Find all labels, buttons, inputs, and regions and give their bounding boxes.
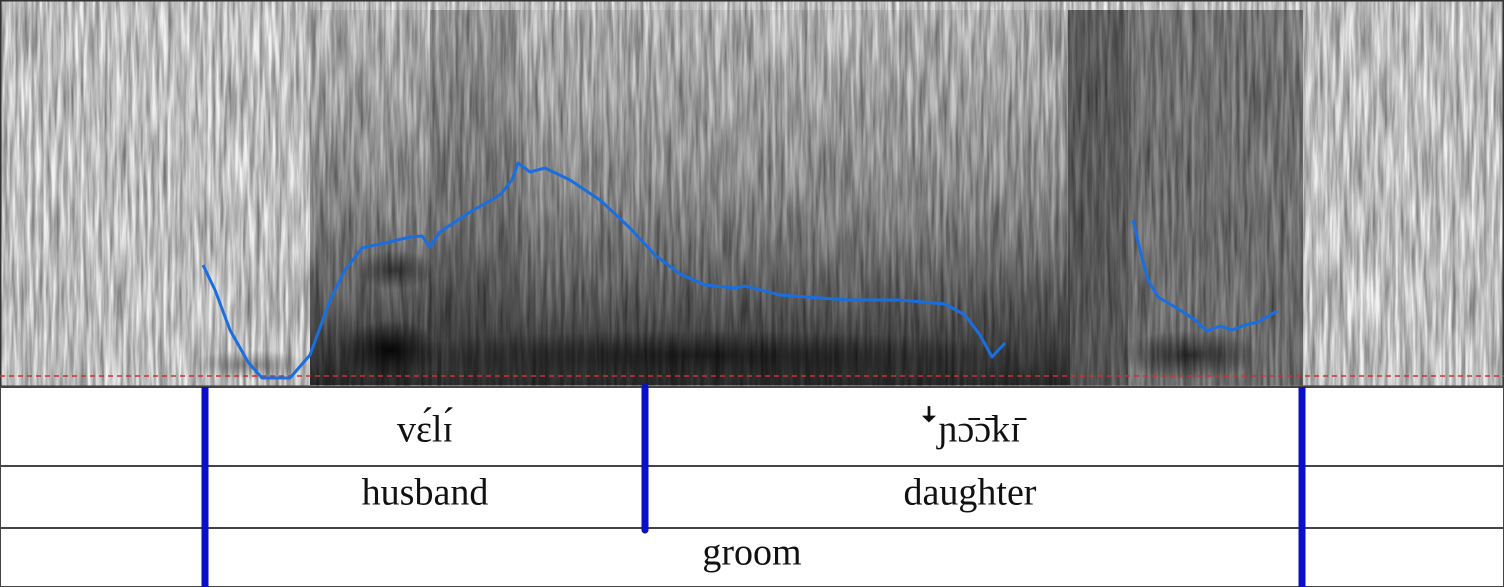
tier-label: vɛ́lɪ́	[397, 408, 453, 451]
tier-label: husband	[362, 472, 489, 514]
tier-label: groom	[702, 532, 801, 574]
spectrogram	[0, 0, 1504, 388]
tier-label: daughter	[904, 472, 1037, 514]
tier-label: ꜜɲɔ̄ɔ̄kɪ̄	[919, 406, 1026, 451]
annotation-tiers: vɛ́lɪ́ ꜜɲɔ̄ɔ̄kɪ̄ husband daughter groom	[0, 383, 1504, 587]
pitch-contour	[201, 161, 1278, 380]
